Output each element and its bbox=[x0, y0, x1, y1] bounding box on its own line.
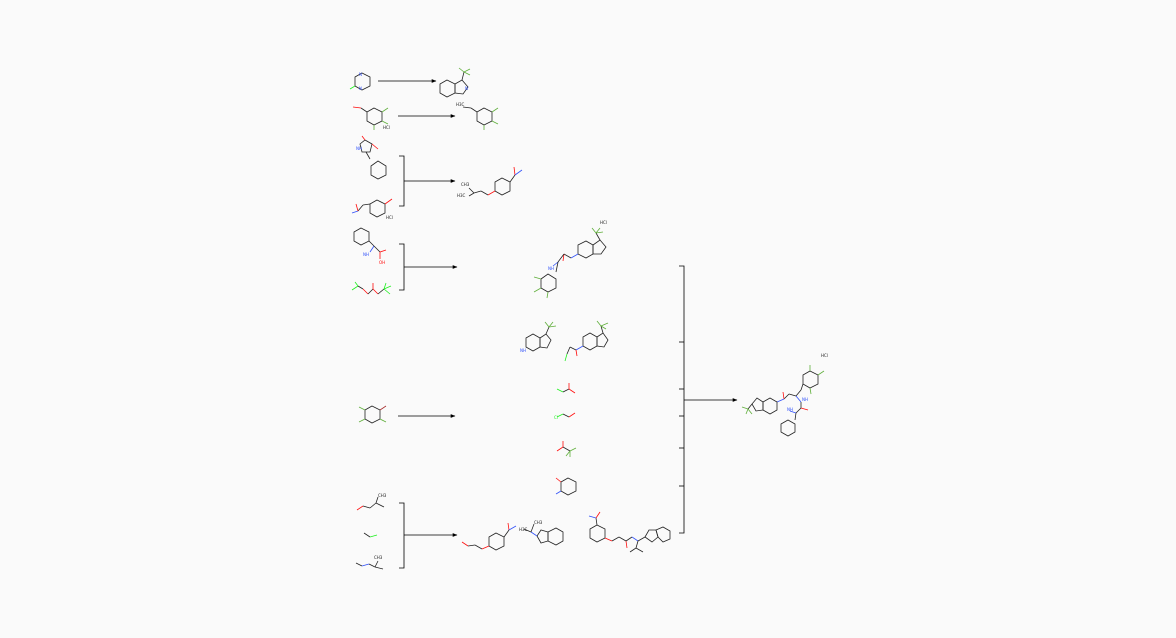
atom-label: NH bbox=[802, 397, 808, 402]
molecule-chloroacetaldehyde: Cl bbox=[554, 412, 576, 420]
atom-label: N bbox=[359, 72, 362, 77]
atom-label: N bbox=[465, 86, 468, 91]
molecule-intermediate-amine: HCl NH bbox=[533, 220, 607, 299]
molecule-benzoxazolyl-amino-ether bbox=[588, 511, 671, 553]
molecule-isothiocyanate: CH3 bbox=[355, 555, 384, 570]
molecule-formylmethoxyphenylacetamide bbox=[461, 522, 517, 551]
atom-label: CH3 bbox=[534, 520, 543, 525]
molecule-isopropylamino-benzoxazole: H3C CH3 bbox=[519, 520, 564, 546]
molecule-trifluorophenylpropene: H3C bbox=[456, 102, 499, 130]
molecule-chloroethane bbox=[363, 532, 378, 538]
molecule-triazolopyrazine: N bbox=[439, 67, 471, 98]
atom-label: Cl bbox=[554, 415, 558, 420]
molecule-final-product: HCl NH NH bbox=[741, 353, 828, 437]
atom-label: NH bbox=[787, 407, 793, 412]
atom-label: NH bbox=[363, 252, 369, 257]
salt-label: HCl bbox=[383, 125, 390, 130]
molecule-chloroacetic-acid bbox=[556, 383, 576, 394]
atom-label: CH3 bbox=[378, 493, 387, 498]
molecule-chloropyrazine: N N bbox=[349, 72, 371, 91]
atom-label: CH3 bbox=[461, 182, 470, 187]
atom-label: CH3 bbox=[374, 555, 383, 560]
molecule-chloroacetyl-triazolopiperazine bbox=[564, 320, 609, 362]
molecule-prenyloxyphenylacetamide: CH3 H3C bbox=[457, 166, 523, 198]
atom-label: NH bbox=[548, 266, 554, 271]
molecule-hydroxyphenylacetamide: HCl bbox=[351, 198, 393, 220]
molecule-phenylalanine: NH OH bbox=[353, 227, 387, 265]
convergence-bracket bbox=[679, 265, 685, 534]
atom-label: N bbox=[359, 86, 362, 91]
molecule-triazolopiperazine: NH bbox=[520, 321, 557, 353]
atom-label: H3C bbox=[456, 102, 465, 107]
molecule-triphosgene bbox=[351, 281, 392, 295]
reactant-bracket bbox=[399, 155, 405, 207]
molecule-butenyl-chloride: CH3 bbox=[356, 493, 387, 511]
molecule-aminophenol bbox=[555, 477, 577, 496]
atom-label: H3C bbox=[519, 527, 528, 532]
reactant-bracket bbox=[399, 243, 405, 291]
molecule-trifluorophenylacetaldehyde: HCl bbox=[352, 106, 390, 130]
atom-label: NH bbox=[356, 146, 362, 151]
salt-label: HCl bbox=[600, 220, 607, 225]
molecule-trifluoroacetic-acid bbox=[556, 441, 577, 457]
salt-label: HCl bbox=[386, 215, 393, 220]
atom-label: H3C bbox=[457, 193, 466, 198]
reactant-bracket bbox=[399, 502, 405, 569]
salt-label: HCl bbox=[821, 353, 828, 358]
molecule-benzylidene-oxazolidinedione: NH bbox=[356, 135, 387, 180]
atom-label: OH bbox=[379, 260, 385, 265]
atom-label: NH bbox=[520, 348, 526, 353]
molecule-bromotrifluorobenzene bbox=[358, 405, 387, 424]
